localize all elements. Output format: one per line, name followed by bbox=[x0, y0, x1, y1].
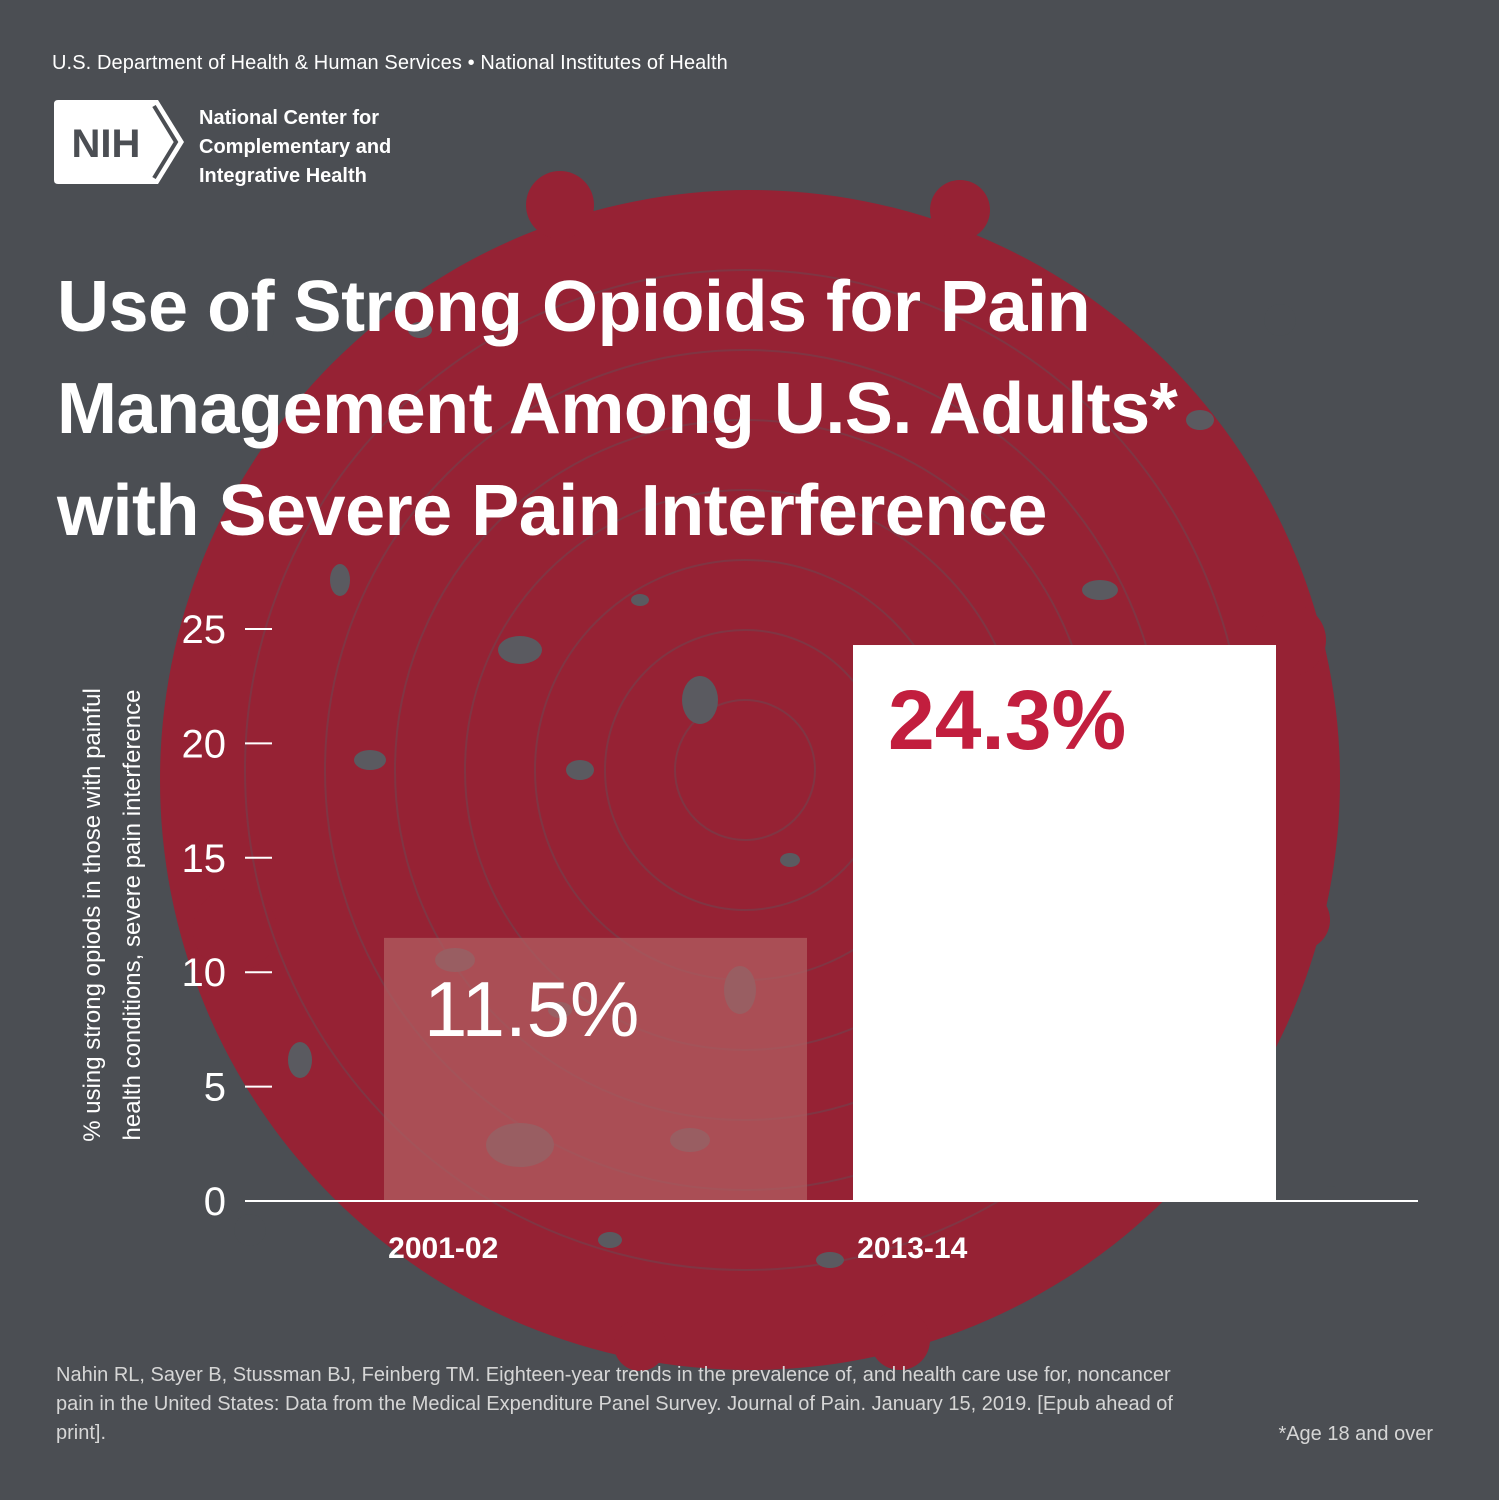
bar bbox=[384, 937, 807, 1201]
logo-text-line: Integrative Health bbox=[199, 165, 367, 187]
title-line: Management Among U.S. Adults* bbox=[57, 369, 1178, 449]
footnote: *Age 18 and over bbox=[1278, 1423, 1433, 1445]
bar bbox=[853, 645, 1276, 1201]
y-tick-label: 0 bbox=[204, 1180, 226, 1224]
logo-text-line: Complementary and bbox=[199, 136, 392, 158]
chart-title: Use of Strong Opioids for Pain Managemen… bbox=[57, 256, 1457, 562]
y-axis-label: health conditions, severe pain interfere… bbox=[119, 690, 146, 1141]
data-label: 24.3% bbox=[888, 673, 1126, 767]
y-tick-label: 25 bbox=[182, 608, 227, 652]
svg-text:NIH: NIH bbox=[72, 122, 141, 166]
y-tick-label: 15 bbox=[182, 837, 227, 881]
y-axis-label: % using strong opiods in those with pain… bbox=[79, 688, 106, 1142]
title-line: with Severe Pain Interference bbox=[57, 471, 1047, 551]
x-tick-label: 2013-14 bbox=[857, 1232, 967, 1265]
logo-text-line: National Center for bbox=[199, 107, 380, 129]
y-tick-label: 20 bbox=[182, 722, 227, 766]
logo-text: National Center for Complementary and In… bbox=[199, 104, 391, 191]
bar-chart: 0 5 10 15 20 25 11.5% 2001-02 24.3% 2013-14 % usin… bbox=[79, 608, 1418, 1265]
title-line: Use of Strong Opioids for Pain bbox=[57, 267, 1091, 347]
y-tick-label: 5 bbox=[204, 1066, 226, 1110]
x-tick-label: 2001-02 bbox=[388, 1232, 498, 1265]
data-label: 11.5% bbox=[424, 965, 639, 1053]
department-line: U.S. Department of Health & Human Servic… bbox=[52, 52, 728, 74]
citation: Nahin RL, Sayer B, Stussman BJ, Feinberg… bbox=[56, 1364, 1173, 1444]
nih-logo-mark: NIH bbox=[54, 100, 184, 184]
y-tick-label: 10 bbox=[182, 951, 227, 995]
